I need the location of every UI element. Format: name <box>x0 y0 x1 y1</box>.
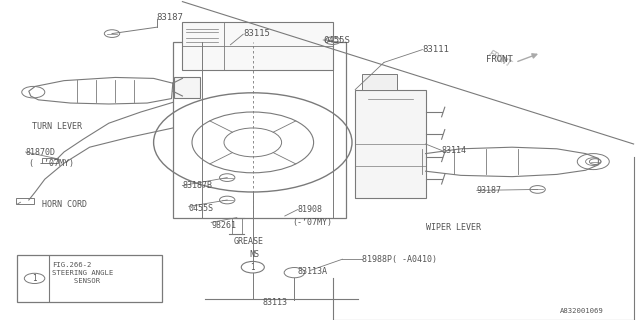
Text: 81988P( -A0410): 81988P( -A0410) <box>362 255 436 264</box>
Text: NS: NS <box>250 250 260 259</box>
Text: 83187: 83187 <box>157 13 184 22</box>
Text: 83114: 83114 <box>442 146 467 155</box>
Text: FIG.266-2
STEERING ANGLE
     SENSOR: FIG.266-2 STEERING ANGLE SENSOR <box>52 262 114 284</box>
Text: FRONT: FRONT <box>486 49 513 69</box>
Bar <box>232 218 242 234</box>
Text: TURN LEVER: TURN LEVER <box>32 122 82 131</box>
Bar <box>174 77 200 98</box>
FancyBboxPatch shape <box>355 90 426 198</box>
Text: 83187B: 83187B <box>182 181 212 190</box>
Bar <box>16 198 34 204</box>
Text: GREASE: GREASE <box>234 237 264 246</box>
Text: WIPER LEVER: WIPER LEVER <box>426 223 481 232</box>
Text: 83111: 83111 <box>422 45 449 54</box>
Text: (-’07MY): (-’07MY) <box>292 218 333 227</box>
Text: 83115: 83115 <box>243 29 270 38</box>
Text: ( -’07MY): ( -’07MY) <box>29 159 74 168</box>
FancyBboxPatch shape <box>182 22 333 70</box>
Text: 81870D: 81870D <box>26 148 56 156</box>
Text: 93187: 93187 <box>477 186 502 195</box>
Text: 83113: 83113 <box>262 298 287 307</box>
Text: 1: 1 <box>32 274 37 283</box>
Text: 98261: 98261 <box>211 221 236 230</box>
Bar <box>42 158 58 163</box>
Text: 0455S: 0455S <box>323 36 350 44</box>
Text: A832001069: A832001069 <box>560 308 604 314</box>
Text: FRONT: FRONT <box>486 55 513 64</box>
Text: 83113A: 83113A <box>298 268 328 276</box>
Text: HORN CORD: HORN CORD <box>42 200 86 209</box>
Text: 0455S: 0455S <box>189 204 214 212</box>
Bar <box>362 74 397 90</box>
Text: 81908: 81908 <box>298 205 323 214</box>
Text: 1: 1 <box>250 263 255 272</box>
